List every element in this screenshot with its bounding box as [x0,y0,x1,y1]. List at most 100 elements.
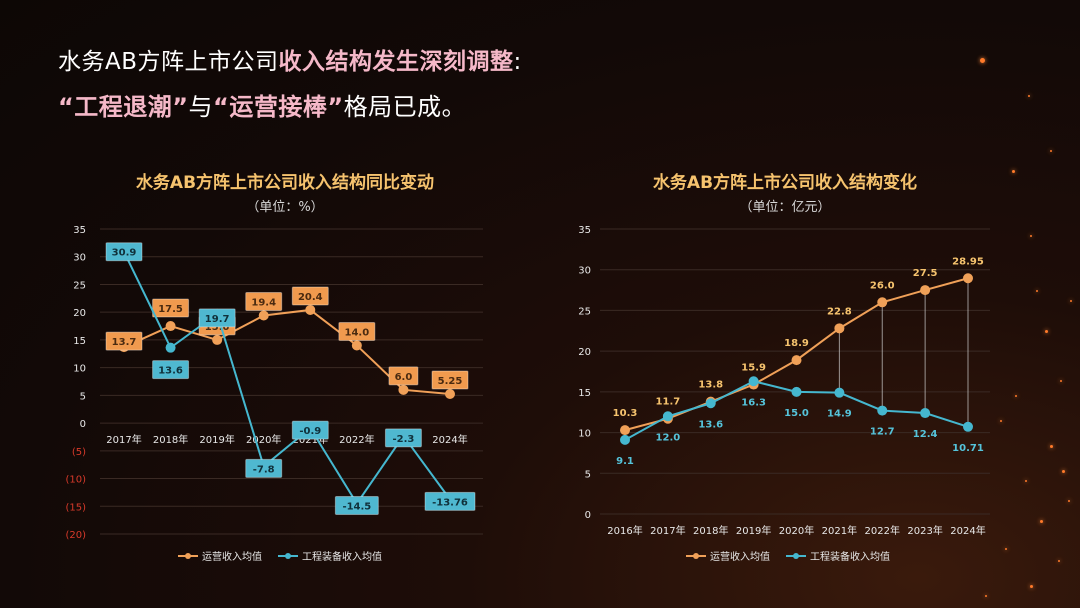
chart1-xtick-label: 2022年 [339,433,374,446]
chart2-legend-operations-marker [693,553,699,559]
chart1-ytick-label: (5) [72,447,86,458]
ember-spark [980,58,985,63]
ember-spark [1062,470,1065,473]
chart2-data-label: 15.0 [784,408,809,419]
chart1-data-point [445,388,455,399]
chart2-data-point [791,386,802,397]
chart1-data-label: -7.8 [253,464,275,475]
chart2-unit: （单位：亿元） [739,200,831,215]
chart1-data-label: 19.7 [205,314,230,325]
chart1-ytick-label: (10) [65,475,86,486]
chart2-data-label: 13.6 [698,419,723,430]
chart1-series-line [123,251,451,506]
chart2-data-label: 12.4 [913,429,938,440]
chart2-xtick-label: 2017年 [650,524,685,537]
ember-spark [1050,445,1053,448]
ember-spark [1058,560,1060,562]
chart2-xtick-label: 2024年 [950,524,985,537]
chart2-data-label: 12.0 [656,432,681,443]
chart2-xtick-label: 2020年 [779,524,814,537]
ember-spark [1030,585,1033,588]
chart1-data-label: 17.5 [158,304,183,315]
headline-line2: “工程退潮”与“运营接棒”格局已成。 [58,85,522,130]
chart1-data-label-box [291,420,329,440]
chart2-data-point [748,376,759,387]
chart1-data-label: -2.3 [392,434,414,445]
chart1-data-label: 13.7 [112,337,137,348]
chart1-ytick-label: 30 [73,253,86,264]
ember-spark [1040,520,1043,523]
chart2-data-label: 28.95 [952,256,984,267]
chart2-data-point [662,411,673,422]
chart1-ytick-label: 5 [80,391,86,402]
chart2-data-point [877,405,888,416]
chart1-data-label: 13.6 [158,366,183,377]
ember-spark [1012,170,1015,173]
ember-spark [1045,330,1048,333]
chart1-title: 水务AB方阵上市公司收入结构同比变动 [135,173,435,193]
chart2-title: 水务AB方阵上市公司收入结构变化 [652,173,918,193]
headline-quote-operations: “运营接棒” [213,93,344,121]
chart1-data-point [212,334,223,345]
chart1-data-point [351,340,362,351]
chart2-data-point [963,273,973,284]
chart1-data-point [165,342,176,353]
chart1-ytick-label: 25 [73,280,86,291]
chart2-ytick-label: 10 [578,429,591,440]
ember-spark [1015,395,1017,397]
chart1-legend-engineering-marker [285,553,291,559]
chart2-data-point [834,323,845,334]
chart1-data-label-box [245,292,283,312]
chart1-ytick-label: 20 [73,308,86,319]
chart1-data-label-box [334,496,379,515]
chart1-unit: （单位：%） [246,200,324,215]
chart1-ytick-label: 35 [73,225,86,236]
chart2-xtick-label: 2021年 [822,524,857,537]
chart1-data-label: 6.0 [395,372,413,383]
chart2-ytick-label: 20 [578,347,591,358]
ember-spark [1000,420,1002,422]
chart1-data-point [165,321,176,332]
chart2-legend-engineering-marker [793,553,799,559]
chart2-data-point [877,297,888,308]
chart2-data-label: 22.8 [827,306,852,317]
chart1-data-label-box [152,360,190,380]
ember-spark [1030,235,1032,237]
chart1-data-label: 5.25 [438,376,463,387]
ember-spark [1068,500,1070,502]
chart2-xtick-label: 2016年 [607,524,642,537]
chart2-data-label: 13.8 [698,380,723,391]
chart2-data-point [920,408,931,419]
chart1-data-label-box [338,321,376,341]
chart2-xtick-label: 2022年 [865,524,900,537]
chart1-data-label-box [152,298,190,318]
chart1-xtick-label: 2024年 [432,433,467,446]
ember-spark [1050,150,1052,152]
chart1-data-label: 15.0 [205,322,230,333]
chart2-data-label: 9.1 [616,456,634,467]
chart2-data-label: 11.7 [656,397,681,408]
ember-spark [1028,95,1030,97]
chart1-ytick-label: 10 [73,364,86,375]
chart2-data-point [620,425,630,436]
chart2-ytick-label: 35 [578,225,591,236]
chart1-data-label: 19.4 [251,298,276,309]
chart2-data-label: 26.0 [870,280,895,291]
chart1-data-label: -13.76 [432,497,468,508]
chart1-data-point [398,384,409,395]
chart1-data-point [258,310,269,321]
chart2-data-label: 27.5 [913,268,938,279]
chart1-data-label-box [291,286,329,306]
chart2-data-label: 10.71 [952,443,984,454]
chart2-ytick-label: 0 [585,510,591,521]
chart2-data-point [705,398,716,409]
ember-spark [1060,380,1062,382]
ember-spark [1025,480,1027,482]
chart1-data-label-box [388,366,419,386]
chart1-ytick-label: 15 [73,336,86,347]
chart2-data-label: 10.3 [613,408,638,419]
chart2-data-label: 16.3 [741,397,766,408]
chart2-ytick-label: 30 [578,266,591,277]
chart1-xtick-label: 2018年 [153,433,188,446]
headline-line1: 水务AB方阵上市公司收入结构发生深刻调整: [58,40,522,85]
